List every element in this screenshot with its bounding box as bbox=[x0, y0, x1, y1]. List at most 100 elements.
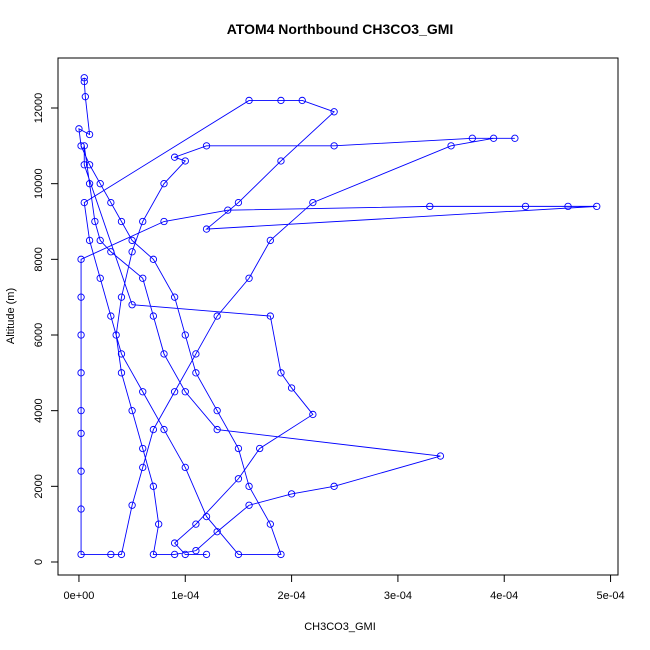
data-point bbox=[224, 206, 232, 214]
data-point bbox=[139, 463, 147, 472]
data-point bbox=[77, 467, 85, 475]
data-point bbox=[139, 274, 147, 282]
data-point bbox=[85, 180, 94, 188]
data-point bbox=[85, 161, 94, 169]
chart-title: ATOM4 Northbound CH3CO3_GMI bbox=[227, 21, 454, 37]
data-point bbox=[81, 93, 89, 101]
data-point bbox=[155, 520, 163, 528]
data-point bbox=[266, 520, 274, 528]
y-axis-label: Altitude (m) bbox=[5, 288, 17, 344]
data-point bbox=[447, 142, 455, 150]
data-point bbox=[202, 142, 211, 150]
data-point bbox=[202, 512, 211, 521]
data-point bbox=[117, 350, 126, 358]
data-point bbox=[80, 77, 88, 86]
data-point bbox=[80, 198, 88, 207]
data-point bbox=[192, 350, 200, 358]
data-point bbox=[181, 331, 189, 339]
y-tick-label: 8000 bbox=[33, 247, 45, 271]
data-point bbox=[128, 501, 136, 509]
data-point bbox=[107, 312, 115, 320]
data-point bbox=[287, 384, 296, 392]
data-point bbox=[128, 236, 136, 245]
y-tick-label: 10000 bbox=[33, 168, 45, 199]
data-point bbox=[80, 142, 88, 150]
data-point bbox=[139, 444, 147, 453]
data-point bbox=[426, 202, 434, 211]
data-point bbox=[234, 444, 243, 453]
data-point bbox=[77, 255, 85, 263]
data-point bbox=[245, 482, 253, 490]
data-point bbox=[96, 180, 104, 188]
data-point bbox=[160, 217, 168, 226]
data-point bbox=[298, 96, 306, 105]
data-point bbox=[149, 550, 158, 559]
data-point bbox=[77, 369, 85, 377]
x-tick-label: 5e-04 bbox=[596, 590, 624, 602]
y-tick-label: 0 bbox=[33, 559, 45, 565]
data-point bbox=[245, 501, 253, 509]
data-point bbox=[117, 217, 126, 226]
data-point bbox=[192, 520, 200, 528]
data-point bbox=[511, 134, 519, 142]
data-point bbox=[277, 369, 285, 377]
data-point bbox=[287, 490, 296, 498]
data-point bbox=[77, 429, 85, 438]
data-point bbox=[149, 425, 158, 434]
data-point bbox=[256, 444, 264, 453]
x-tick-label: 1e-04 bbox=[171, 590, 199, 602]
data-point bbox=[234, 550, 243, 559]
data-point bbox=[277, 96, 285, 105]
data-point bbox=[77, 505, 85, 513]
data-point bbox=[170, 153, 179, 161]
data-point bbox=[112, 331, 120, 339]
data-point bbox=[85, 130, 94, 139]
data-point bbox=[85, 236, 94, 245]
data-point bbox=[128, 407, 136, 415]
data-point bbox=[149, 482, 158, 490]
data-point bbox=[234, 198, 243, 207]
data-point bbox=[77, 331, 85, 339]
data-point bbox=[96, 236, 104, 245]
series-line bbox=[78, 77, 597, 555]
data-point bbox=[170, 539, 179, 547]
y-tick-label: 12000 bbox=[33, 93, 45, 124]
data-point bbox=[266, 312, 274, 320]
data-point bbox=[77, 550, 85, 559]
data-point bbox=[521, 202, 530, 211]
data-point bbox=[149, 255, 158, 263]
data-point bbox=[139, 388, 147, 396]
plot-frame bbox=[57, 57, 619, 576]
data-point bbox=[330, 108, 338, 116]
data-point bbox=[107, 248, 115, 256]
data-point bbox=[128, 301, 136, 309]
data-point bbox=[277, 157, 285, 165]
data-point bbox=[80, 74, 88, 82]
data-point bbox=[202, 550, 211, 559]
data-point bbox=[80, 161, 88, 169]
data-point bbox=[160, 425, 168, 434]
x-tick-label: 0e+00 bbox=[63, 590, 94, 602]
data-point bbox=[468, 134, 476, 142]
data-point bbox=[309, 410, 317, 419]
data-point bbox=[139, 217, 147, 226]
x-tick-label: 2e-04 bbox=[278, 590, 306, 602]
data-point bbox=[202, 225, 211, 233]
data-point bbox=[77, 142, 85, 150]
data-point bbox=[77, 407, 85, 415]
data-point bbox=[213, 407, 221, 415]
data-point bbox=[234, 475, 243, 483]
x-axis-label: CH3CO3_GMI bbox=[304, 621, 376, 633]
data-point bbox=[593, 202, 601, 211]
data-point bbox=[245, 96, 253, 105]
data-point bbox=[436, 452, 445, 460]
data-point bbox=[309, 198, 317, 207]
data-point bbox=[266, 236, 274, 245]
data-point bbox=[128, 248, 136, 256]
data-point bbox=[330, 482, 338, 490]
data-point bbox=[149, 312, 158, 320]
data-point bbox=[181, 388, 189, 396]
data-point bbox=[192, 369, 200, 377]
data-point bbox=[117, 550, 126, 559]
